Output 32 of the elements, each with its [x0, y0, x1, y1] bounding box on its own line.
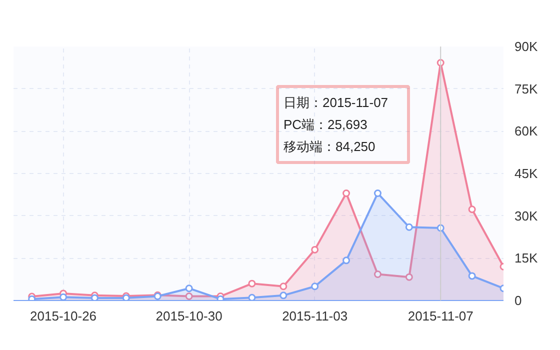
point: [90, 294, 98, 300]
point: [405, 273, 413, 281]
y-tick-label: 60K: [514, 124, 538, 139]
y-tick-label: 45K: [514, 166, 538, 181]
point: [280, 282, 288, 290]
point: [374, 270, 382, 278]
x-tick-label: 2015-11-03: [282, 308, 348, 324]
x-tick-label: 2015-10-30: [156, 308, 222, 324]
point: [185, 292, 193, 300]
point: [374, 190, 382, 197]
annotation: 移动端：84,250: [284, 139, 376, 154]
y-tick-label: 15K: [514, 250, 538, 266]
point: [311, 246, 319, 254]
point: [405, 223, 413, 231]
y-tick-label: 30K: [514, 208, 538, 224]
x-tick-label: 2015-10-26: [30, 308, 97, 324]
point: [248, 280, 256, 288]
y-tick-label: 75K: [514, 81, 538, 96]
point: [185, 284, 193, 292]
annotation: 日期：2015-11-07: [284, 95, 388, 110]
point: [342, 190, 350, 197]
y-tick-label: 90K: [514, 39, 538, 54]
x-tick-label: 2015-11-07: [408, 308, 474, 324]
y-tick-label: 0: [514, 293, 522, 308]
point: [280, 292, 288, 300]
point: [311, 282, 319, 290]
point: [248, 294, 256, 300]
point: [60, 293, 68, 300]
point: [468, 206, 476, 214]
point: [342, 256, 350, 264]
annotation: PC端：25,693: [284, 117, 368, 132]
point: [468, 272, 476, 280]
